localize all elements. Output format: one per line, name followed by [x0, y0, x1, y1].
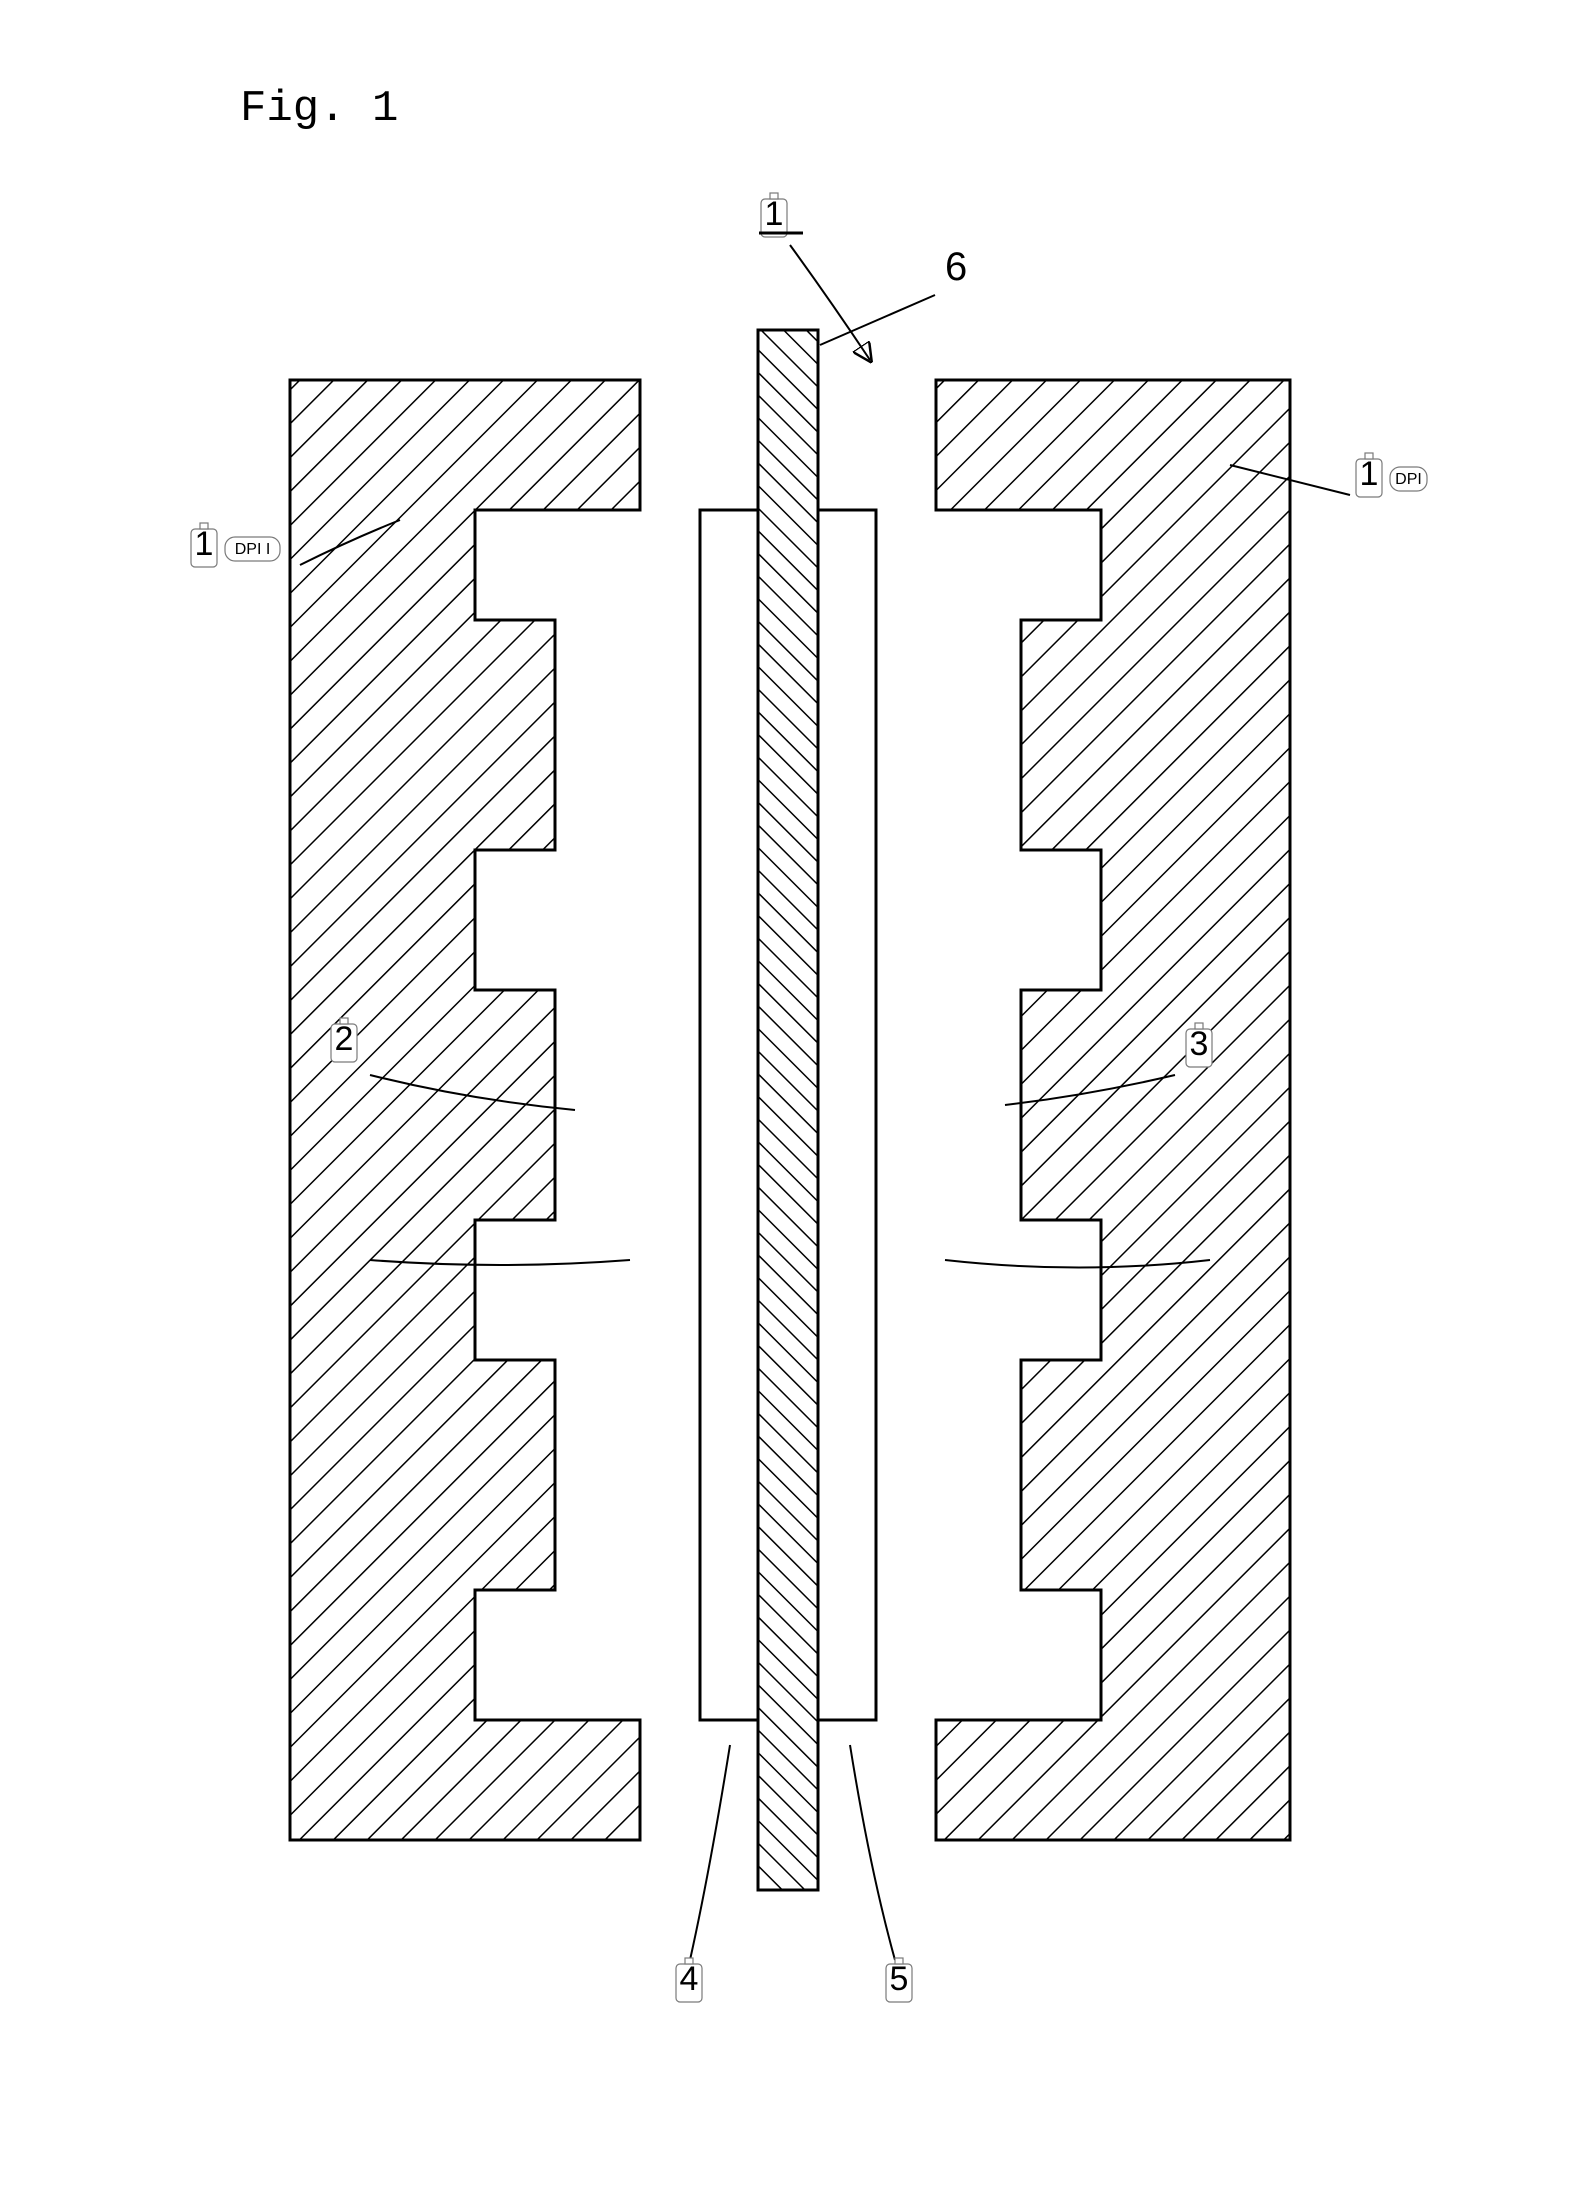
leader-line — [820, 295, 935, 345]
svg-text:DPI I: DPI I — [235, 541, 271, 558]
svg-text:1: 1 — [1360, 455, 1379, 493]
label-right-separator: 1 DPI — [1356, 453, 1427, 497]
svg-text:2: 2 — [335, 1020, 354, 1058]
svg-text:DPI: DPI — [1395, 471, 1422, 488]
leader-line — [850, 1745, 895, 1960]
leader-line — [690, 1745, 730, 1960]
label-4: 4 — [676, 1958, 702, 2002]
figure-container: 1 6 1 DPI I 1 DPI 2 3 4 5 Fig. 1 — [0, 0, 1590, 2200]
label-assembly-ref: 1 — [759, 193, 803, 237]
svg-text:3: 3 — [1190, 1025, 1209, 1063]
gas-diffusion-layer-left — [700, 510, 758, 1720]
membrane — [758, 330, 818, 1890]
svg-text:5: 5 — [890, 1960, 909, 1998]
svg-text:4: 4 — [680, 1960, 699, 1998]
label-2: 2 — [331, 1018, 357, 1062]
label-left-separator: 1 DPI I — [191, 523, 280, 567]
label-5: 5 — [886, 1958, 912, 2002]
label-6: 6 — [945, 245, 967, 289]
gas-diffusion-layer-right — [818, 510, 876, 1720]
left-separator — [290, 380, 640, 1840]
right-separator — [936, 380, 1290, 1840]
figure-title: Fig. 1 — [240, 84, 398, 134]
label-3: 3 — [1186, 1023, 1212, 1067]
svg-text:1: 1 — [195, 525, 214, 563]
figure-svg: 1 6 1 DPI I 1 DPI 2 3 4 5 Fig. 1 — [0, 0, 1590, 2200]
svg-text:1: 1 — [765, 195, 784, 233]
